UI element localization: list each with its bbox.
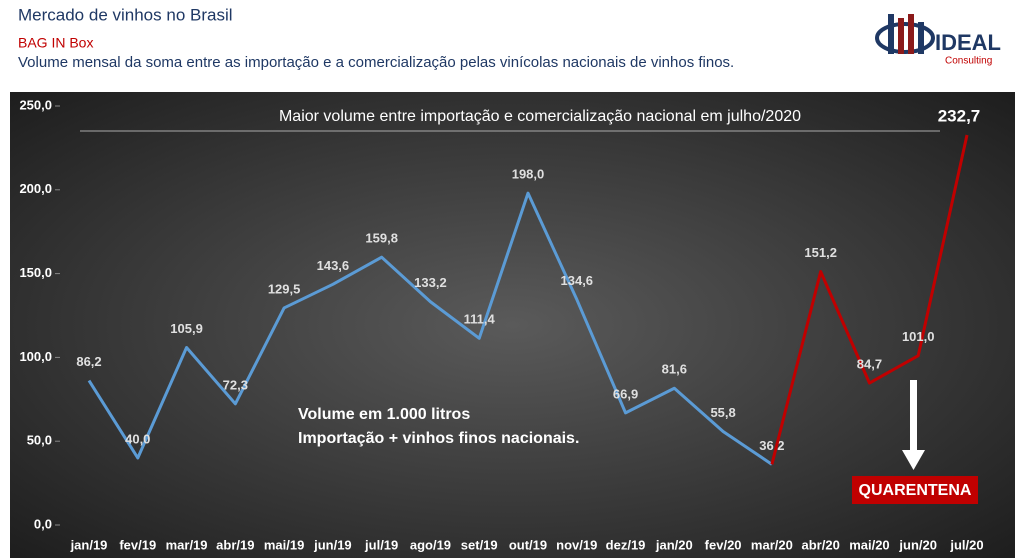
data-label: 111,4	[464, 312, 496, 327]
y-tick-label: 200,0	[19, 181, 52, 196]
data-label: 81,6	[662, 362, 687, 377]
x-tick-label: mai/19	[264, 537, 304, 552]
data-label: 55,8	[710, 405, 735, 420]
description: Volume mensal da soma entre as importaçã…	[18, 54, 734, 71]
x-tick-label: out/19	[509, 537, 547, 552]
data-label: 151,2	[804, 245, 837, 260]
subtitle: BAG IN Box	[18, 35, 93, 51]
y-tick-label: 150,0	[19, 265, 52, 280]
peak-note: Maior volume entre importação e comercia…	[279, 108, 801, 125]
data-label: 143,6	[317, 258, 350, 273]
x-tick-label: mai/20	[849, 537, 889, 552]
x-tick-label: jun/20	[898, 537, 937, 552]
data-label: 134,6	[561, 273, 594, 288]
logo: IDEAL Consulting	[875, 14, 1001, 67]
x-tick-label: jul/19	[364, 537, 398, 552]
data-label: 36,2	[759, 438, 784, 453]
data-line	[770, 134, 969, 465]
logo-name: IDEAL	[935, 30, 1001, 55]
x-tick-label: mar/19	[166, 537, 208, 552]
data-label: 129,5	[268, 281, 301, 296]
data-label: 66,9	[613, 386, 638, 401]
data-label: 198,0	[512, 167, 545, 182]
plot-panel	[10, 92, 1015, 558]
x-tick-label: jan/20	[655, 537, 693, 552]
x-tick-label: abr/20	[802, 537, 840, 552]
x-tick-label: jun/19	[313, 537, 352, 552]
data-label: 86,2	[76, 354, 101, 369]
data-line	[87, 191, 773, 466]
x-tick-label: nov/19	[556, 537, 597, 552]
title: Mercado de vinhos no Brasil	[18, 5, 233, 24]
x-tick-label: ago/19	[410, 537, 451, 552]
x-tick-label: fev/19	[119, 537, 156, 552]
y-tick-label: 0,0	[34, 516, 52, 531]
source-note: Importação + vinhos finos nacionais.	[298, 430, 579, 447]
x-tick-label: jan/19	[70, 537, 108, 552]
x-tick-label: abr/19	[216, 537, 254, 552]
x-tick-label: set/19	[461, 537, 498, 552]
unit-note: Volume em 1.000 litros	[298, 406, 470, 423]
data-label: 40,0	[125, 431, 150, 446]
data-label: 159,8	[365, 231, 398, 246]
event-label: QUARENTENA	[859, 482, 972, 499]
data-label: 84,7	[857, 356, 882, 371]
data-label: 72,3	[223, 377, 248, 392]
data-label: 105,9	[170, 321, 203, 336]
x-tick-label: jul/20	[949, 537, 983, 552]
y-tick-label: 250,0	[19, 97, 52, 112]
arrow	[902, 380, 925, 470]
data-label: 133,2	[414, 275, 447, 290]
y-tick-label: 50,0	[27, 433, 52, 448]
data-label: 232,7	[938, 106, 981, 125]
y-tick-label: 100,0	[19, 349, 52, 364]
logo-tagline: Consulting	[945, 56, 992, 67]
x-tick-label: fev/20	[705, 537, 742, 552]
x-tick-label: dez/19	[606, 537, 646, 552]
data-label: 101,0	[902, 329, 935, 344]
event-box	[852, 476, 978, 504]
x-tick-label: mar/20	[751, 537, 793, 552]
